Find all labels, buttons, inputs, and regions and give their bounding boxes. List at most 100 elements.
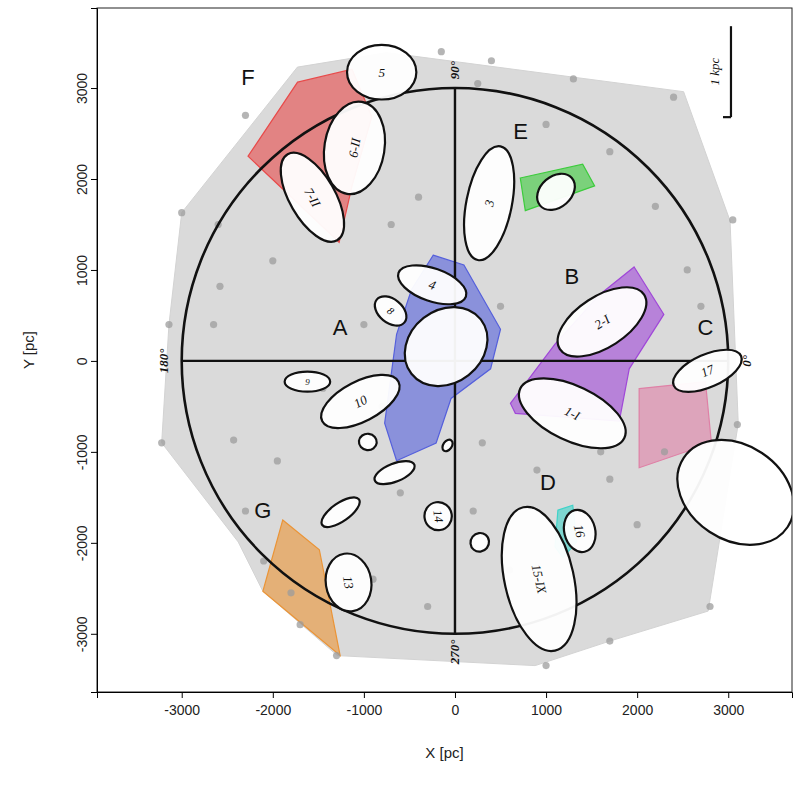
- x-tick-mark: [273, 692, 274, 698]
- y-tick-label: 2000: [74, 164, 90, 195]
- cloud-label: 8: [385, 305, 397, 317]
- point: [729, 216, 736, 223]
- cloud: [667, 341, 748, 401]
- cloud: [322, 550, 376, 614]
- point: [216, 283, 223, 290]
- cloud-label: 14: [430, 509, 446, 523]
- cloud: [268, 143, 357, 252]
- y-tick-mark: [91, 179, 97, 180]
- cloud: [440, 438, 454, 453]
- y-tick: -3000: [74, 616, 97, 652]
- point: [158, 439, 165, 446]
- point: [661, 448, 668, 455]
- point: [542, 121, 549, 128]
- point: [274, 457, 281, 464]
- point: [652, 203, 659, 210]
- cloud-label: 10: [351, 392, 370, 412]
- point: [684, 266, 691, 273]
- y-tick-label: -2000: [74, 525, 90, 561]
- cloud-label: 16: [571, 523, 589, 540]
- labels: ABCDEFG56-II7-II3489102-I1-I171415-IX161…: [156, 58, 754, 666]
- point: [333, 652, 340, 659]
- plot-background: [97, 8, 792, 692]
- y-tick-label: 3000: [74, 73, 90, 104]
- angle-label: 180°: [156, 348, 171, 374]
- cloud: [546, 273, 658, 370]
- x-tick-mark: [637, 692, 638, 698]
- point: [470, 507, 477, 514]
- plot-frame: [97, 8, 792, 692]
- point: [242, 507, 249, 514]
- x-tick-label: 2000: [622, 702, 653, 718]
- cloud-label: 15-IX: [529, 563, 550, 596]
- point: [178, 209, 185, 216]
- cloud: [347, 45, 416, 100]
- x-tick-mark: [364, 692, 365, 698]
- point: [230, 436, 237, 443]
- y-axis: -3000-2000-10000100020003000: [74, 9, 98, 693]
- point: [488, 57, 495, 64]
- point: [438, 48, 445, 55]
- region-label: E: [513, 119, 528, 144]
- x-tick: 0: [452, 692, 460, 718]
- y-tick-label: 1000: [74, 255, 90, 286]
- cloud: [657, 418, 792, 566]
- x-tick-label: -3000: [164, 702, 200, 718]
- cloud: [389, 291, 503, 403]
- x-tick-mark: [546, 692, 547, 698]
- point: [497, 303, 504, 310]
- scale-bar: [730, 26, 732, 117]
- point: [297, 621, 304, 628]
- cloud: [313, 364, 408, 439]
- region-label: G: [254, 498, 271, 523]
- region-label: A: [333, 315, 348, 340]
- region-label: D: [540, 470, 556, 495]
- cloud: [369, 290, 412, 331]
- cloud-label: 13: [340, 575, 357, 591]
- angle-label: 270°: [447, 639, 462, 666]
- x-tick-mark: [728, 692, 729, 698]
- cloud: [530, 166, 582, 217]
- point: [542, 662, 549, 669]
- point: [670, 94, 677, 101]
- y-tick-mark: [91, 270, 97, 271]
- point: [570, 75, 577, 82]
- x-tick: -1000: [346, 692, 382, 718]
- region-label: F: [241, 65, 254, 90]
- point: [606, 476, 613, 483]
- y-tick-mark: [91, 452, 97, 453]
- cloud: [423, 500, 454, 532]
- cloud-label: 7-II: [301, 185, 324, 210]
- cloud-label: 3: [481, 198, 497, 209]
- y-tick-mark: [91, 361, 97, 362]
- point: [697, 303, 704, 310]
- point: [734, 421, 741, 428]
- point: [388, 221, 395, 228]
- point: [479, 439, 486, 446]
- x-axis-line: [98, 693, 793, 699]
- y-tick: 0: [74, 357, 97, 365]
- x-tick-label: -2000: [255, 702, 291, 718]
- point: [606, 148, 613, 155]
- cloud-label: 4: [427, 277, 439, 293]
- point: [424, 603, 431, 610]
- cloud: [317, 492, 364, 533]
- y-axis-title: Y [pc]: [20, 331, 37, 369]
- point: [210, 321, 217, 328]
- point: [634, 521, 641, 528]
- cloud: [393, 257, 471, 312]
- point: [597, 448, 604, 455]
- scale-bar-label: 1 kpc: [707, 58, 722, 86]
- region-label: B: [564, 264, 579, 289]
- cloud: [467, 529, 493, 555]
- chart: -3000-2000-10000100020003000-3000-2000-1…: [0, 0, 799, 801]
- plot-area: [158, 26, 792, 669]
- y-tick-mark: [91, 88, 97, 89]
- x-tick-label: -1000: [346, 702, 382, 718]
- cloud: [285, 372, 331, 392]
- region-label: C: [698, 315, 714, 340]
- cloud: [455, 142, 522, 265]
- x-tick-mark: [182, 692, 183, 698]
- y-tick: -2000: [74, 525, 97, 561]
- cloud-label: 17: [698, 361, 716, 380]
